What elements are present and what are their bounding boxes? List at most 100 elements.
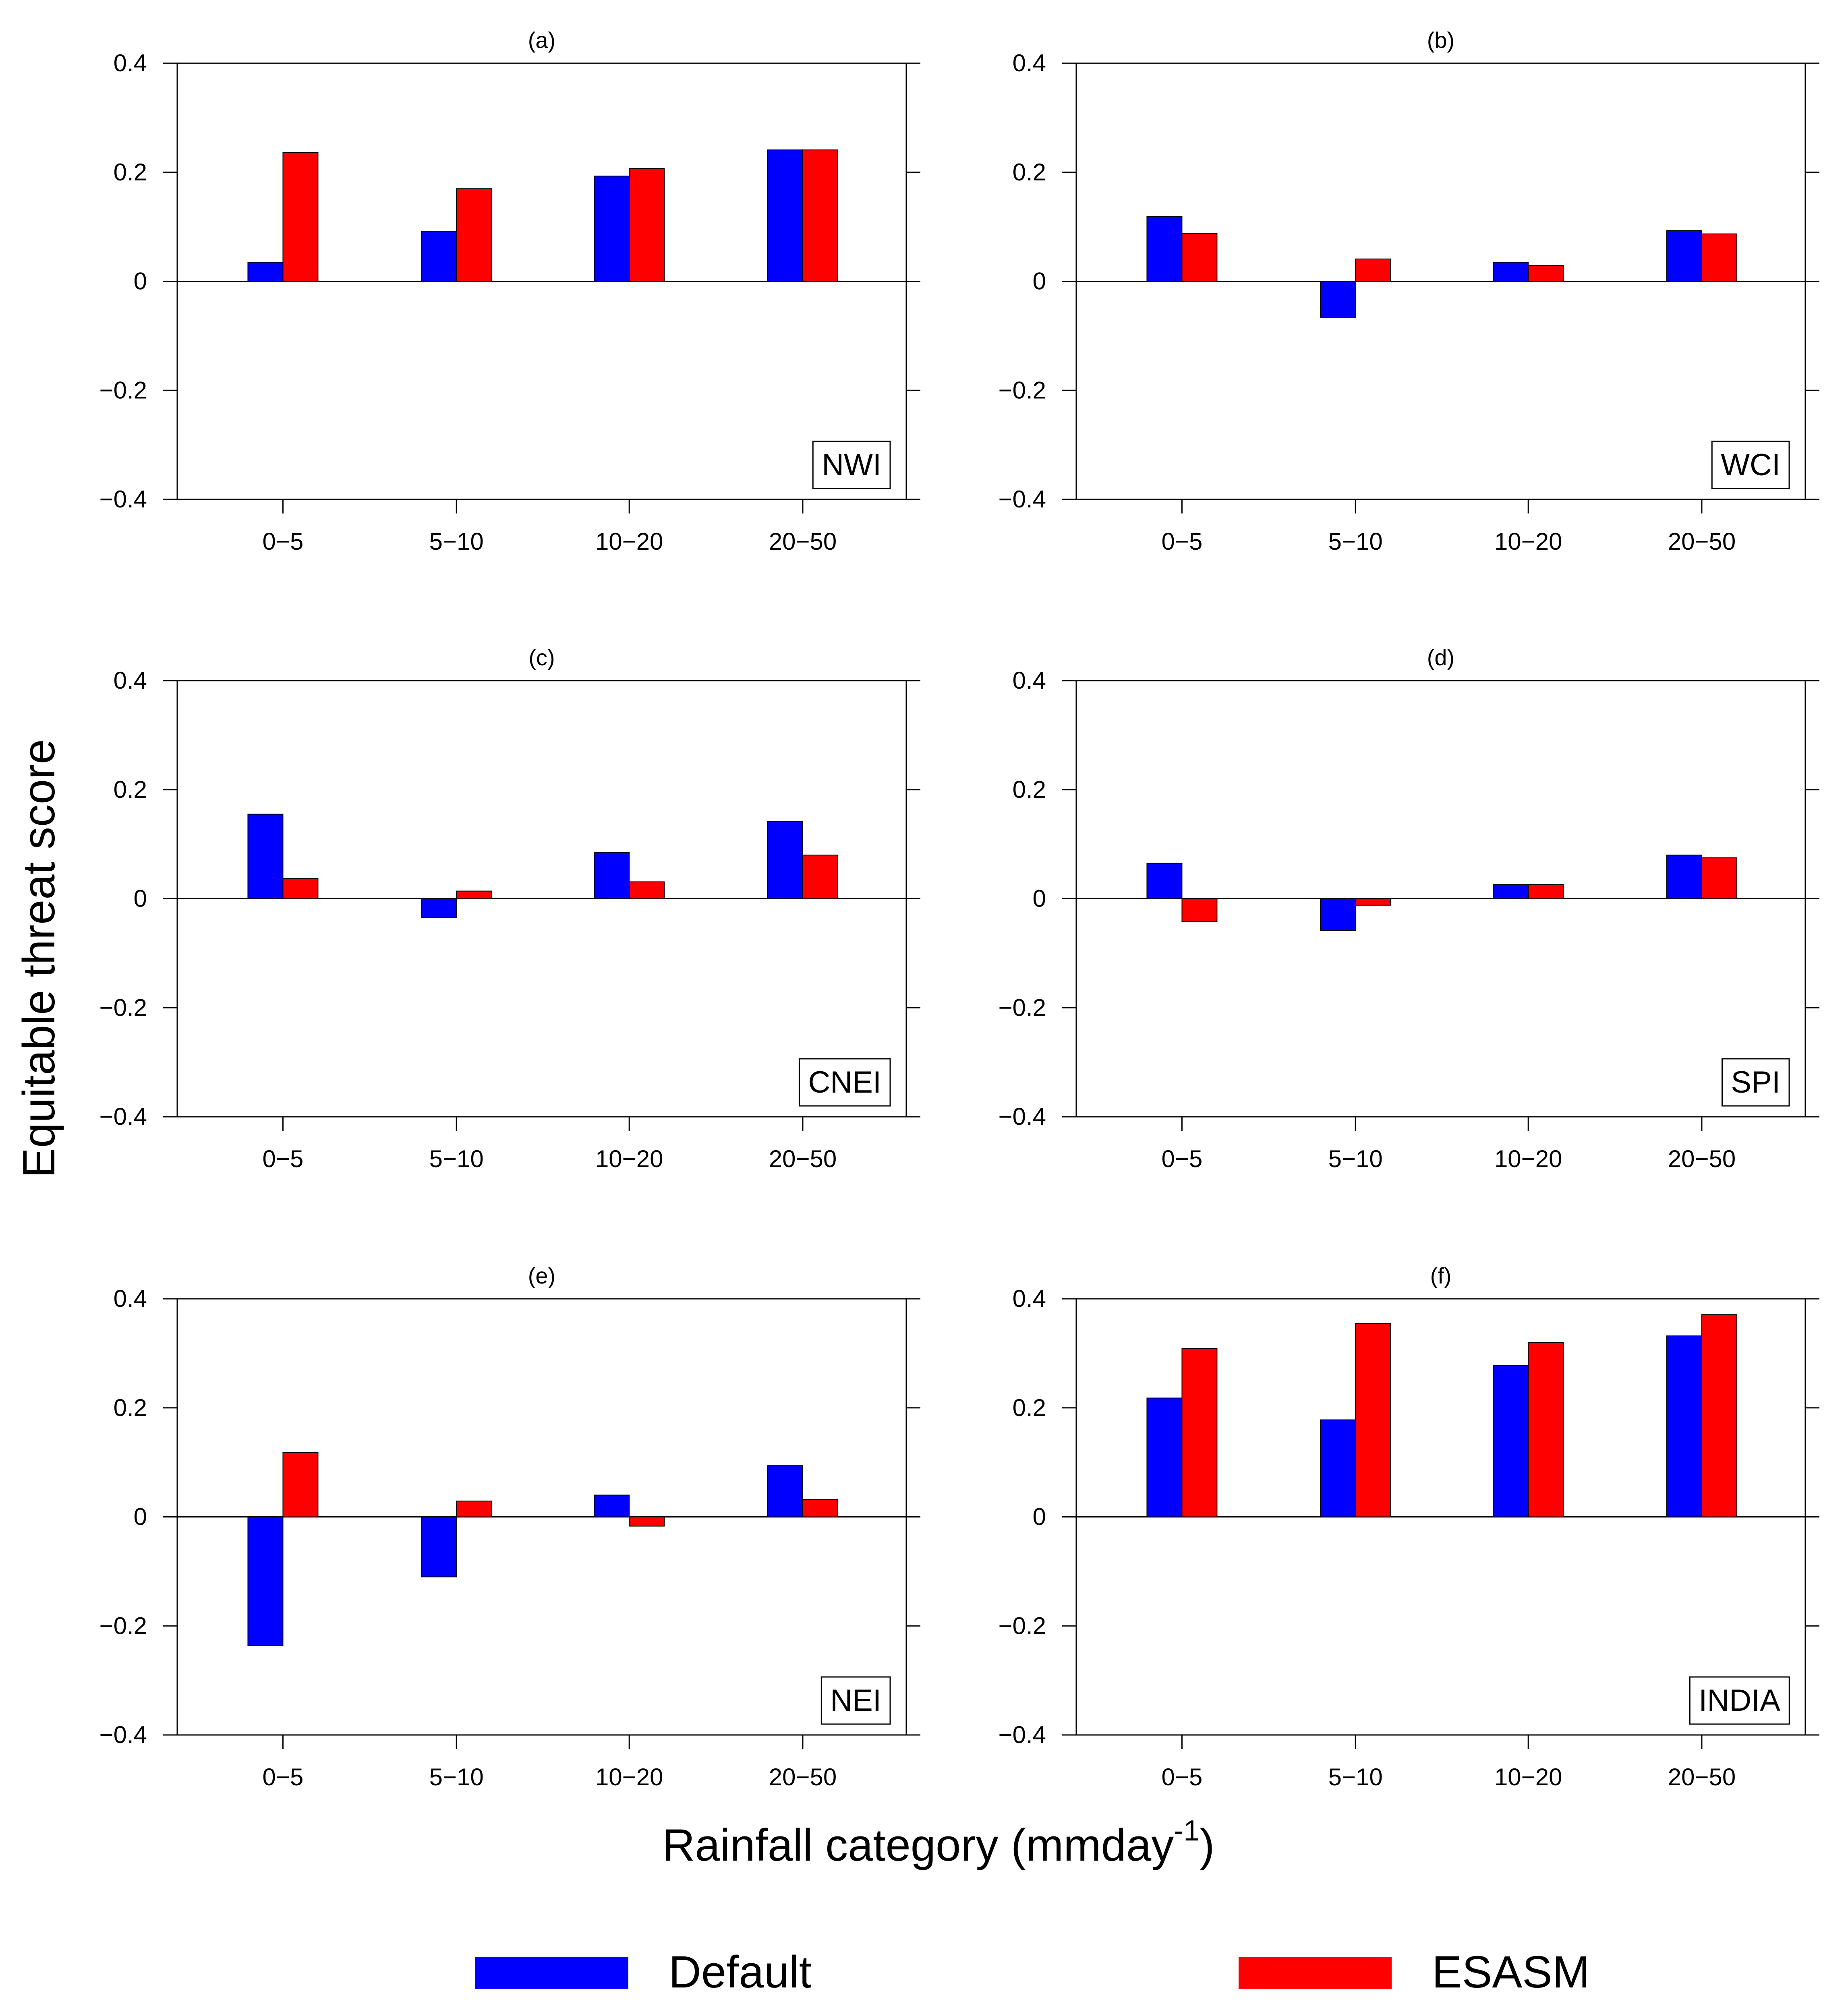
bar-default xyxy=(1146,863,1183,899)
bar-default xyxy=(1146,1397,1183,1517)
panel-wci: (b) −0.4 −0.2 0 0.2 0.4 0−5 5−10 10−20 20−50 WCI xyxy=(999,27,1819,555)
legend: Default ESASM xyxy=(475,1947,1590,1997)
region-label-box xyxy=(798,1058,891,1107)
x-tick-label: 0−5 xyxy=(1162,1764,1203,1791)
legend-swatch-default xyxy=(475,1957,628,1989)
y-tick-label: 0.2 xyxy=(1013,776,1046,803)
panel-nei: (e) −0.4 −0.2 0 0.2 0.4 0−5 5−10 10−20 20−50 NEI xyxy=(99,1263,920,1791)
panel-spi: (d) −0.4 −0.2 0 0.2 0.4 0−5 5−10 10−20 20−50 SPI xyxy=(999,645,1819,1172)
x-tick-label: 10−20 xyxy=(1494,528,1562,555)
y-tick-label: 0.2 xyxy=(1013,159,1046,186)
panel-title: (a) xyxy=(528,27,555,53)
x-tick-label: 20−50 xyxy=(1668,1764,1736,1791)
y-tick-label: −0.4 xyxy=(999,1721,1046,1748)
bar-esasm xyxy=(802,149,838,282)
region-label: NWI xyxy=(822,448,881,482)
region-label: NEI xyxy=(830,1683,881,1718)
x-tick-label: 5−10 xyxy=(1328,1764,1383,1791)
y-tick-label: 0.2 xyxy=(114,159,147,186)
bar-esasm xyxy=(1181,1348,1218,1517)
region-label: INDIA xyxy=(1699,1683,1780,1718)
region-label-box xyxy=(1711,441,1790,489)
bar-default xyxy=(1320,281,1356,318)
x-tick-label: 5−10 xyxy=(429,1145,484,1172)
x-tick-label: 10−20 xyxy=(1494,1764,1562,1791)
y-tick-label: −0.4 xyxy=(999,1103,1046,1130)
panel-title: (d) xyxy=(1427,645,1454,670)
bar-esasm xyxy=(1528,1342,1564,1517)
bar-default xyxy=(767,821,803,899)
bar-default xyxy=(1493,884,1529,899)
bar-esasm xyxy=(802,855,838,899)
region-label: CNEI xyxy=(808,1065,881,1099)
bar-esasm xyxy=(1528,265,1564,282)
bar-esasm xyxy=(1181,898,1218,922)
bar-esasm xyxy=(1355,258,1391,282)
legend-label-esasm: ESASM xyxy=(1432,1947,1590,1997)
region-label-box xyxy=(1689,1676,1790,1725)
bar-esasm xyxy=(1528,884,1564,899)
x-axis-label-close: ) xyxy=(1200,1820,1214,1870)
x-tick-label: 20−50 xyxy=(769,1145,837,1172)
region-label-box xyxy=(812,441,891,489)
bar-esasm xyxy=(456,188,492,282)
x-tick-label: 10−20 xyxy=(595,1764,663,1791)
bar-default xyxy=(767,149,803,282)
bar-default xyxy=(594,1495,630,1517)
y-tick-label: −0.4 xyxy=(99,486,147,513)
panel-cnei: (c) −0.4 −0.2 0 0.2 0.4 0−5 5−10 10−20 20−50 CNEI xyxy=(99,645,920,1172)
panel-title: (e) xyxy=(528,1263,555,1288)
bar-esasm xyxy=(1701,233,1737,282)
region-label-box xyxy=(820,1676,891,1725)
y-tick-label: −0.4 xyxy=(999,486,1046,513)
y-tick-label: 0.2 xyxy=(114,1394,147,1421)
bar-default xyxy=(247,1516,284,1646)
y-tick-label: −0.2 xyxy=(99,1612,147,1639)
bar-esasm xyxy=(629,168,665,282)
legend-label-default: Default xyxy=(669,1947,812,1997)
x-tick-label: 20−50 xyxy=(769,1764,837,1791)
region-label: WCI xyxy=(1721,448,1780,482)
bar-esasm xyxy=(282,152,319,282)
panels: (a) −0.4 −0.2 0 0.2 0.4 0−5 5−10 10−20 20−50 NWI (b… xyxy=(99,27,1819,1791)
x-tick-label: 5−10 xyxy=(1328,528,1383,555)
bar-esasm xyxy=(1355,898,1391,906)
bar-default xyxy=(1493,1365,1529,1517)
bar-esasm xyxy=(629,1516,665,1527)
bar-default xyxy=(594,176,630,282)
y-tick-label: −0.2 xyxy=(99,377,147,404)
y-tick-label: 0.2 xyxy=(114,776,147,803)
bar-esasm xyxy=(282,878,319,899)
y-tick-label: −0.2 xyxy=(999,1612,1046,1639)
y-axis-label: Equitable threat score xyxy=(14,739,64,1178)
x-tick-label: 0−5 xyxy=(263,1764,304,1791)
y-tick-label: 0.4 xyxy=(114,667,147,694)
region-label: SPI xyxy=(1731,1065,1781,1099)
y-tick-label: 0 xyxy=(134,1503,147,1530)
y-tick-label: 0.4 xyxy=(1013,1285,1046,1312)
bar-esasm xyxy=(1181,233,1218,282)
y-tick-label: 0 xyxy=(1033,268,1046,295)
y-tick-label: 0 xyxy=(1033,885,1046,912)
panel-title: (c) xyxy=(528,645,555,670)
bar-default xyxy=(1493,262,1529,282)
panel-india: (f) −0.4 −0.2 0 0.2 0.4 0−5 5−10 10−20 20−50 INDIA xyxy=(999,1263,1819,1791)
bar-default xyxy=(247,814,284,899)
y-tick-label: 0 xyxy=(134,885,147,912)
bar-default xyxy=(767,1465,803,1517)
x-tick-label: 20−50 xyxy=(1668,1145,1736,1172)
region-label-box xyxy=(1722,1058,1790,1107)
x-tick-label: 0−5 xyxy=(1162,1145,1203,1172)
x-tick-label: 5−10 xyxy=(1328,1145,1383,1172)
bar-esasm xyxy=(629,881,665,899)
y-tick-label: 0.2 xyxy=(1013,1394,1046,1421)
bar-default xyxy=(1666,855,1702,899)
panel-nwi: (a) −0.4 −0.2 0 0.2 0.4 0−5 5−10 10−20 20−50 NWI xyxy=(99,27,920,555)
y-tick-label: 0 xyxy=(134,268,147,295)
x-tick-label: 10−20 xyxy=(1494,1145,1562,1172)
y-tick-label: −0.4 xyxy=(99,1103,147,1130)
y-tick-label: −0.2 xyxy=(99,994,147,1021)
panel-title: (f) xyxy=(1430,1263,1452,1288)
y-tick-label: 0 xyxy=(1033,1503,1046,1530)
